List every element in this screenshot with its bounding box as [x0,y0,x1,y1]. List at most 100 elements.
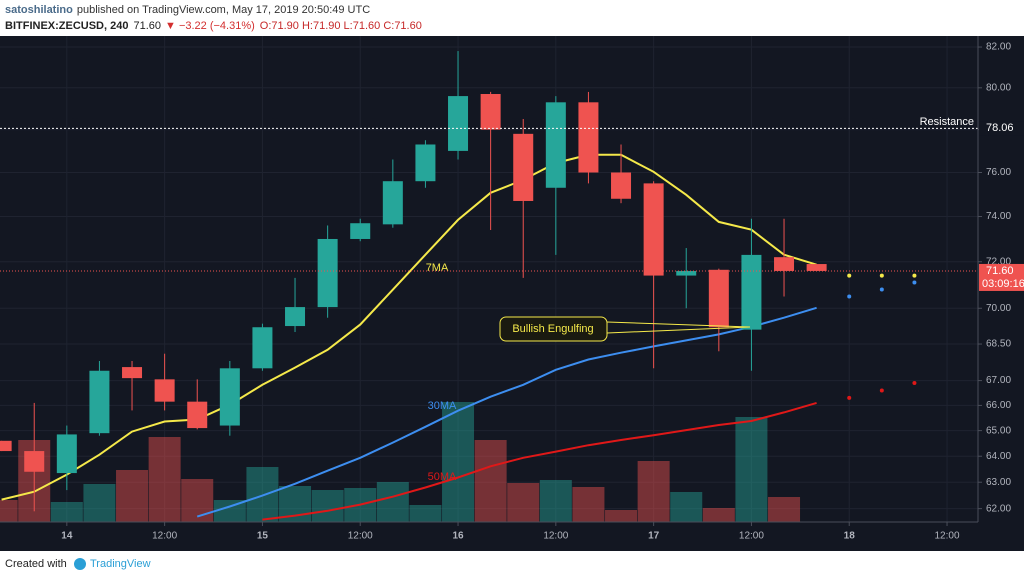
volume-bar [148,437,181,522]
candle-body [0,440,12,452]
resistance-text: Resistance [920,116,974,128]
y-tick-label: 82.00 [986,42,1011,53]
ma-projection [879,287,884,292]
footer: Created with TradingView [5,558,151,570]
candle-body [415,144,436,182]
candle-body [187,401,208,429]
symbol: BITFINEX:ZECUSD, 240 [5,20,128,32]
header-line: satoshilatino published on TradingView.co… [5,4,370,16]
volume-bar [213,500,246,522]
annotation-pointer [606,321,751,328]
candle-body [154,379,175,402]
candle-body [806,264,827,271]
candle-body [513,133,534,201]
change: ▼ −3.22 (−4.31%) [165,20,255,32]
volume-bar [474,440,507,522]
candle-body [480,94,501,130]
published: published on TradingView.com, May 17, 20… [77,4,370,16]
candle-body [317,238,338,308]
x-tick-label: 18 [844,531,856,542]
candle-body [219,368,240,426]
x-tick-label: 12:00 [348,531,373,542]
ohlc: O:71.90 H:71.90 L:71.60 C:71.60 [260,20,422,32]
volume-bar [0,500,18,522]
y-tick-label: 76.00 [986,167,1011,178]
volume-bar [572,487,605,522]
volume-bar [539,480,572,522]
candle-body [252,327,273,369]
candle-body [643,183,664,276]
volume-bar [702,508,735,522]
y-tick-label: 65.00 [986,425,1011,436]
ma-projection [847,294,852,299]
volume-bar [376,482,409,522]
resistance-tag [979,121,1024,136]
price-tag [979,263,1024,291]
x-tick-label: 12:00 [739,531,764,542]
y-tick-label: 64.00 [986,451,1011,462]
y-tick-label: 68.50 [986,339,1011,350]
annotation-text: Bullish Engulfing [512,323,593,335]
volume-bar [116,470,149,522]
x-tick-label: 12:00 [152,531,177,542]
candle-body [448,96,469,151]
annotation-box [499,316,608,342]
volume-bar [246,467,279,522]
annotation-pointer [606,326,751,334]
ma-projection [912,273,917,278]
x-tick-label: 12:00 [543,531,568,542]
candle-body [122,367,143,379]
ma-projection [912,381,917,386]
created-with: Created with [5,558,67,570]
chart-background [0,36,1024,551]
ma-line [1,153,817,501]
y-tick-label: 70.00 [986,303,1011,314]
candle-body [56,434,77,474]
candle-body [350,223,371,239]
candle-body [774,257,795,271]
y-tick-label: 72.00 [986,256,1011,267]
ma-projection [847,395,852,400]
x-tick-label: 15 [257,531,269,542]
resistance-tag-label: 78.06 [986,122,1014,134]
candle-body [24,451,45,472]
y-tick-label: 67.00 [986,375,1011,386]
y-tick-label: 66.00 [986,400,1011,411]
ma-line [262,401,817,521]
ma-label: 30MA [428,400,457,412]
candle-body [708,269,729,328]
ma-projection [847,273,852,278]
x-tick-label: 17 [648,531,660,542]
candle-body [741,254,762,330]
volume-bar [605,510,638,522]
last-price: 71.60 [133,20,161,32]
volume-bar [735,417,768,522]
candle-body [676,270,697,276]
y-tick-label: 63.00 [986,477,1011,488]
price-tag-label: 71.60 [986,265,1014,277]
y-tick-label: 80.00 [986,82,1011,93]
x-tick-label: 14 [61,531,73,542]
volume-bar [670,492,703,522]
volume-bar [83,484,116,522]
countdown: 03:09:16 [982,278,1024,290]
author: satoshilatino [5,4,73,16]
ma-projection [879,273,884,278]
brand-logo [74,558,86,570]
chart: 62.00 63.00 64.00 65.00 66.00 67.00 68.50 70.00… [0,36,1024,551]
x-tick-label: 16 [452,531,464,542]
candle-body [89,370,110,434]
candle-body [285,307,306,327]
symbol-line: BITFINEX:ZECUSD, 240 71.60 ▼ −3.22 (−4.31%… [5,20,422,32]
ma-label: 50MA [428,471,457,483]
candle-body [578,102,599,173]
volume-bar [409,505,442,522]
volume-bar [442,402,475,522]
volume-bar [181,479,214,522]
header: satoshilatino published on TradingView.co… [5,4,422,32]
candle-body [611,172,632,199]
ma-line [196,306,817,518]
candle-body [545,102,566,188]
brand: TradingView [90,558,151,570]
